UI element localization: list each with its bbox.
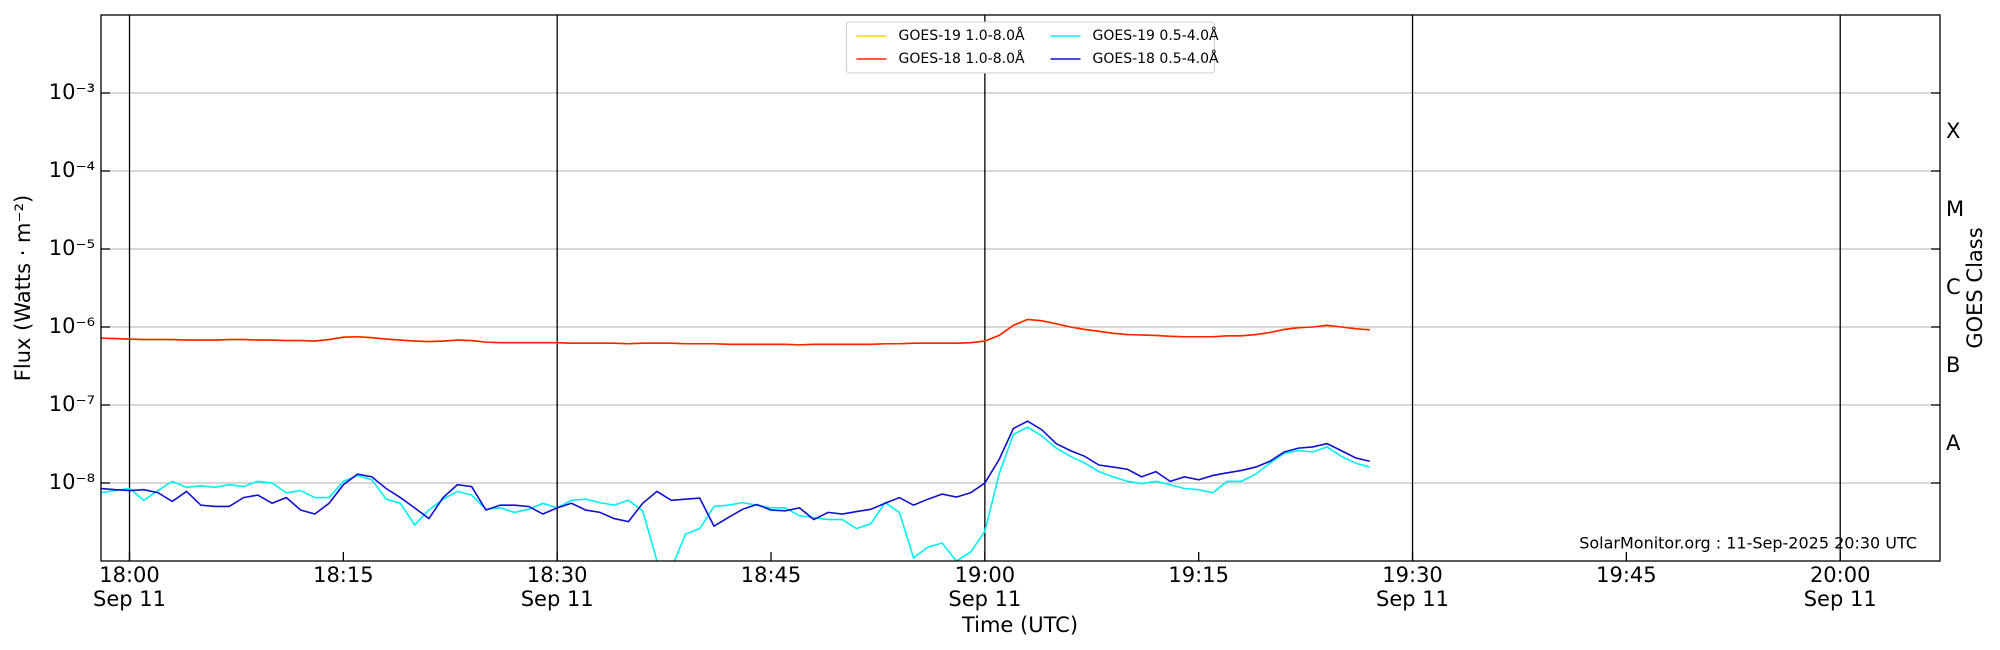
y2-tick-label: M <box>1946 197 1964 221</box>
legend-label: GOES-19 1.0-8.0Å <box>899 27 1025 44</box>
x-axis-label: Time (UTC) <box>961 613 1078 637</box>
y-tick-label: 10⁻⁵ <box>49 236 95 260</box>
y2-axis-label: GOES Class <box>1963 227 1987 348</box>
y-tick-label: 10⁻⁶ <box>49 314 95 338</box>
series-line <box>101 426 1370 561</box>
y-tick-label: 10⁻⁸ <box>49 470 95 494</box>
x-tick-label: 19:15 <box>1168 563 1229 587</box>
y-tick-label: 10⁻⁴ <box>49 158 95 182</box>
legend-label: GOES-18 1.0-8.0Å <box>899 50 1025 67</box>
y2-tick-label: A <box>1946 431 1961 455</box>
x-tick-label: 19:30 <box>1382 563 1443 587</box>
x-tick-date: Sep 11 <box>1804 587 1877 611</box>
y2-tick-label: C <box>1946 275 1961 299</box>
plot-lines <box>101 318 1370 561</box>
legend-box <box>846 21 1215 74</box>
legend-label: GOES-19 0.5-4.0Å <box>1093 27 1219 44</box>
x-tick-label: 19:45 <box>1596 563 1657 587</box>
x-tick-label: 18:45 <box>741 563 802 587</box>
x-tick-date: Sep 11 <box>948 587 1021 611</box>
x-tick-date: Sep 11 <box>93 587 166 611</box>
series-line <box>101 420 1370 528</box>
x-tick-date: Sep 11 <box>521 587 594 611</box>
y2-tick-label: X <box>1946 119 1960 143</box>
x-tick-label: 19:00 <box>955 563 1016 587</box>
x-tick-label: 20:00 <box>1810 563 1871 587</box>
y-tick-label: 10⁻³ <box>49 80 95 104</box>
y-axis-label: Flux (Watts · m⁻²) <box>11 195 35 381</box>
x-tick-label: 18:30 <box>527 563 588 587</box>
series-line <box>101 318 1370 346</box>
y-tick-label: 10⁻⁷ <box>49 392 95 416</box>
x-tick-label: 18:00 <box>99 563 160 587</box>
x-tick-date: Sep 11 <box>1376 587 1449 611</box>
x-tick-label: 18:15 <box>313 563 374 587</box>
annotation: SolarMonitor.org : 11-Sep-2025 20:30 UTC <box>1579 534 1917 553</box>
plot-frame <box>100 14 1941 562</box>
y2-tick-label: B <box>1946 353 1960 377</box>
legend-label: GOES-18 0.5-4.0Å <box>1093 50 1219 67</box>
